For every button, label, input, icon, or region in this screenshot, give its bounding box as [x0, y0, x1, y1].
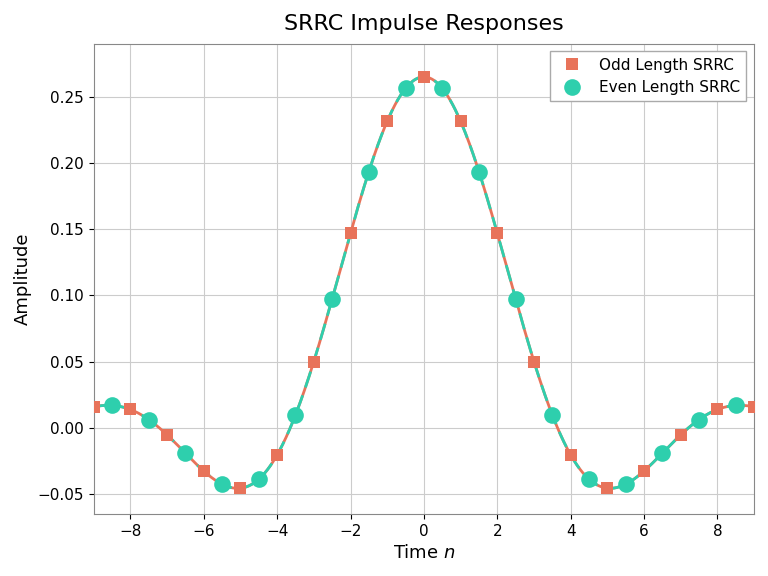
Title: SRRC Impulse Responses: SRRC Impulse Responses	[284, 14, 564, 34]
Even Length SRRC	[364, 168, 373, 175]
Odd Length SRRC	[713, 406, 722, 413]
Odd Length SRRC	[640, 468, 649, 475]
Even Length SRRC	[694, 416, 703, 423]
Odd Length SRRC	[529, 358, 538, 365]
Y-axis label: Amplitude: Amplitude	[14, 233, 32, 325]
Odd Length SRRC	[603, 485, 612, 492]
Even Length SRRC	[621, 481, 631, 488]
Even Length SRRC	[548, 411, 557, 418]
Odd Length SRRC	[273, 452, 282, 458]
Odd Length SRRC	[456, 118, 465, 124]
Odd Length SRRC	[236, 485, 245, 492]
Odd Length SRRC	[199, 468, 208, 475]
Even Length SRRC	[475, 168, 484, 175]
Odd Length SRRC	[310, 358, 319, 365]
X-axis label: Time $n$: Time $n$	[392, 544, 455, 562]
Line: Even Length SRRC: Even Length SRRC	[104, 80, 744, 492]
Odd Length SRRC	[566, 452, 575, 458]
Even Length SRRC	[401, 85, 410, 92]
Odd Length SRRC	[126, 406, 135, 413]
Legend: Odd Length SRRC, Even Length SRRC: Odd Length SRRC, Even Length SRRC	[551, 51, 746, 101]
Odd Length SRRC	[346, 230, 355, 237]
Even Length SRRC	[291, 411, 300, 418]
Odd Length SRRC	[750, 403, 759, 410]
Odd Length SRRC	[89, 403, 98, 410]
Even Length SRRC	[328, 295, 337, 302]
Odd Length SRRC	[419, 73, 429, 80]
Odd Length SRRC	[163, 431, 172, 438]
Even Length SRRC	[108, 402, 117, 409]
Even Length SRRC	[254, 476, 263, 483]
Even Length SRRC	[217, 481, 227, 488]
Even Length SRRC	[511, 295, 520, 302]
Even Length SRRC	[144, 416, 154, 423]
Odd Length SRRC	[676, 431, 685, 438]
Odd Length SRRC	[382, 118, 392, 124]
Even Length SRRC	[438, 85, 447, 92]
Even Length SRRC	[584, 476, 594, 483]
Even Length SRRC	[657, 450, 667, 457]
Even Length SRRC	[180, 450, 190, 457]
Even Length SRRC	[731, 402, 740, 409]
Odd Length SRRC	[492, 230, 502, 237]
Line: Odd Length SRRC: Odd Length SRRC	[88, 71, 760, 494]
